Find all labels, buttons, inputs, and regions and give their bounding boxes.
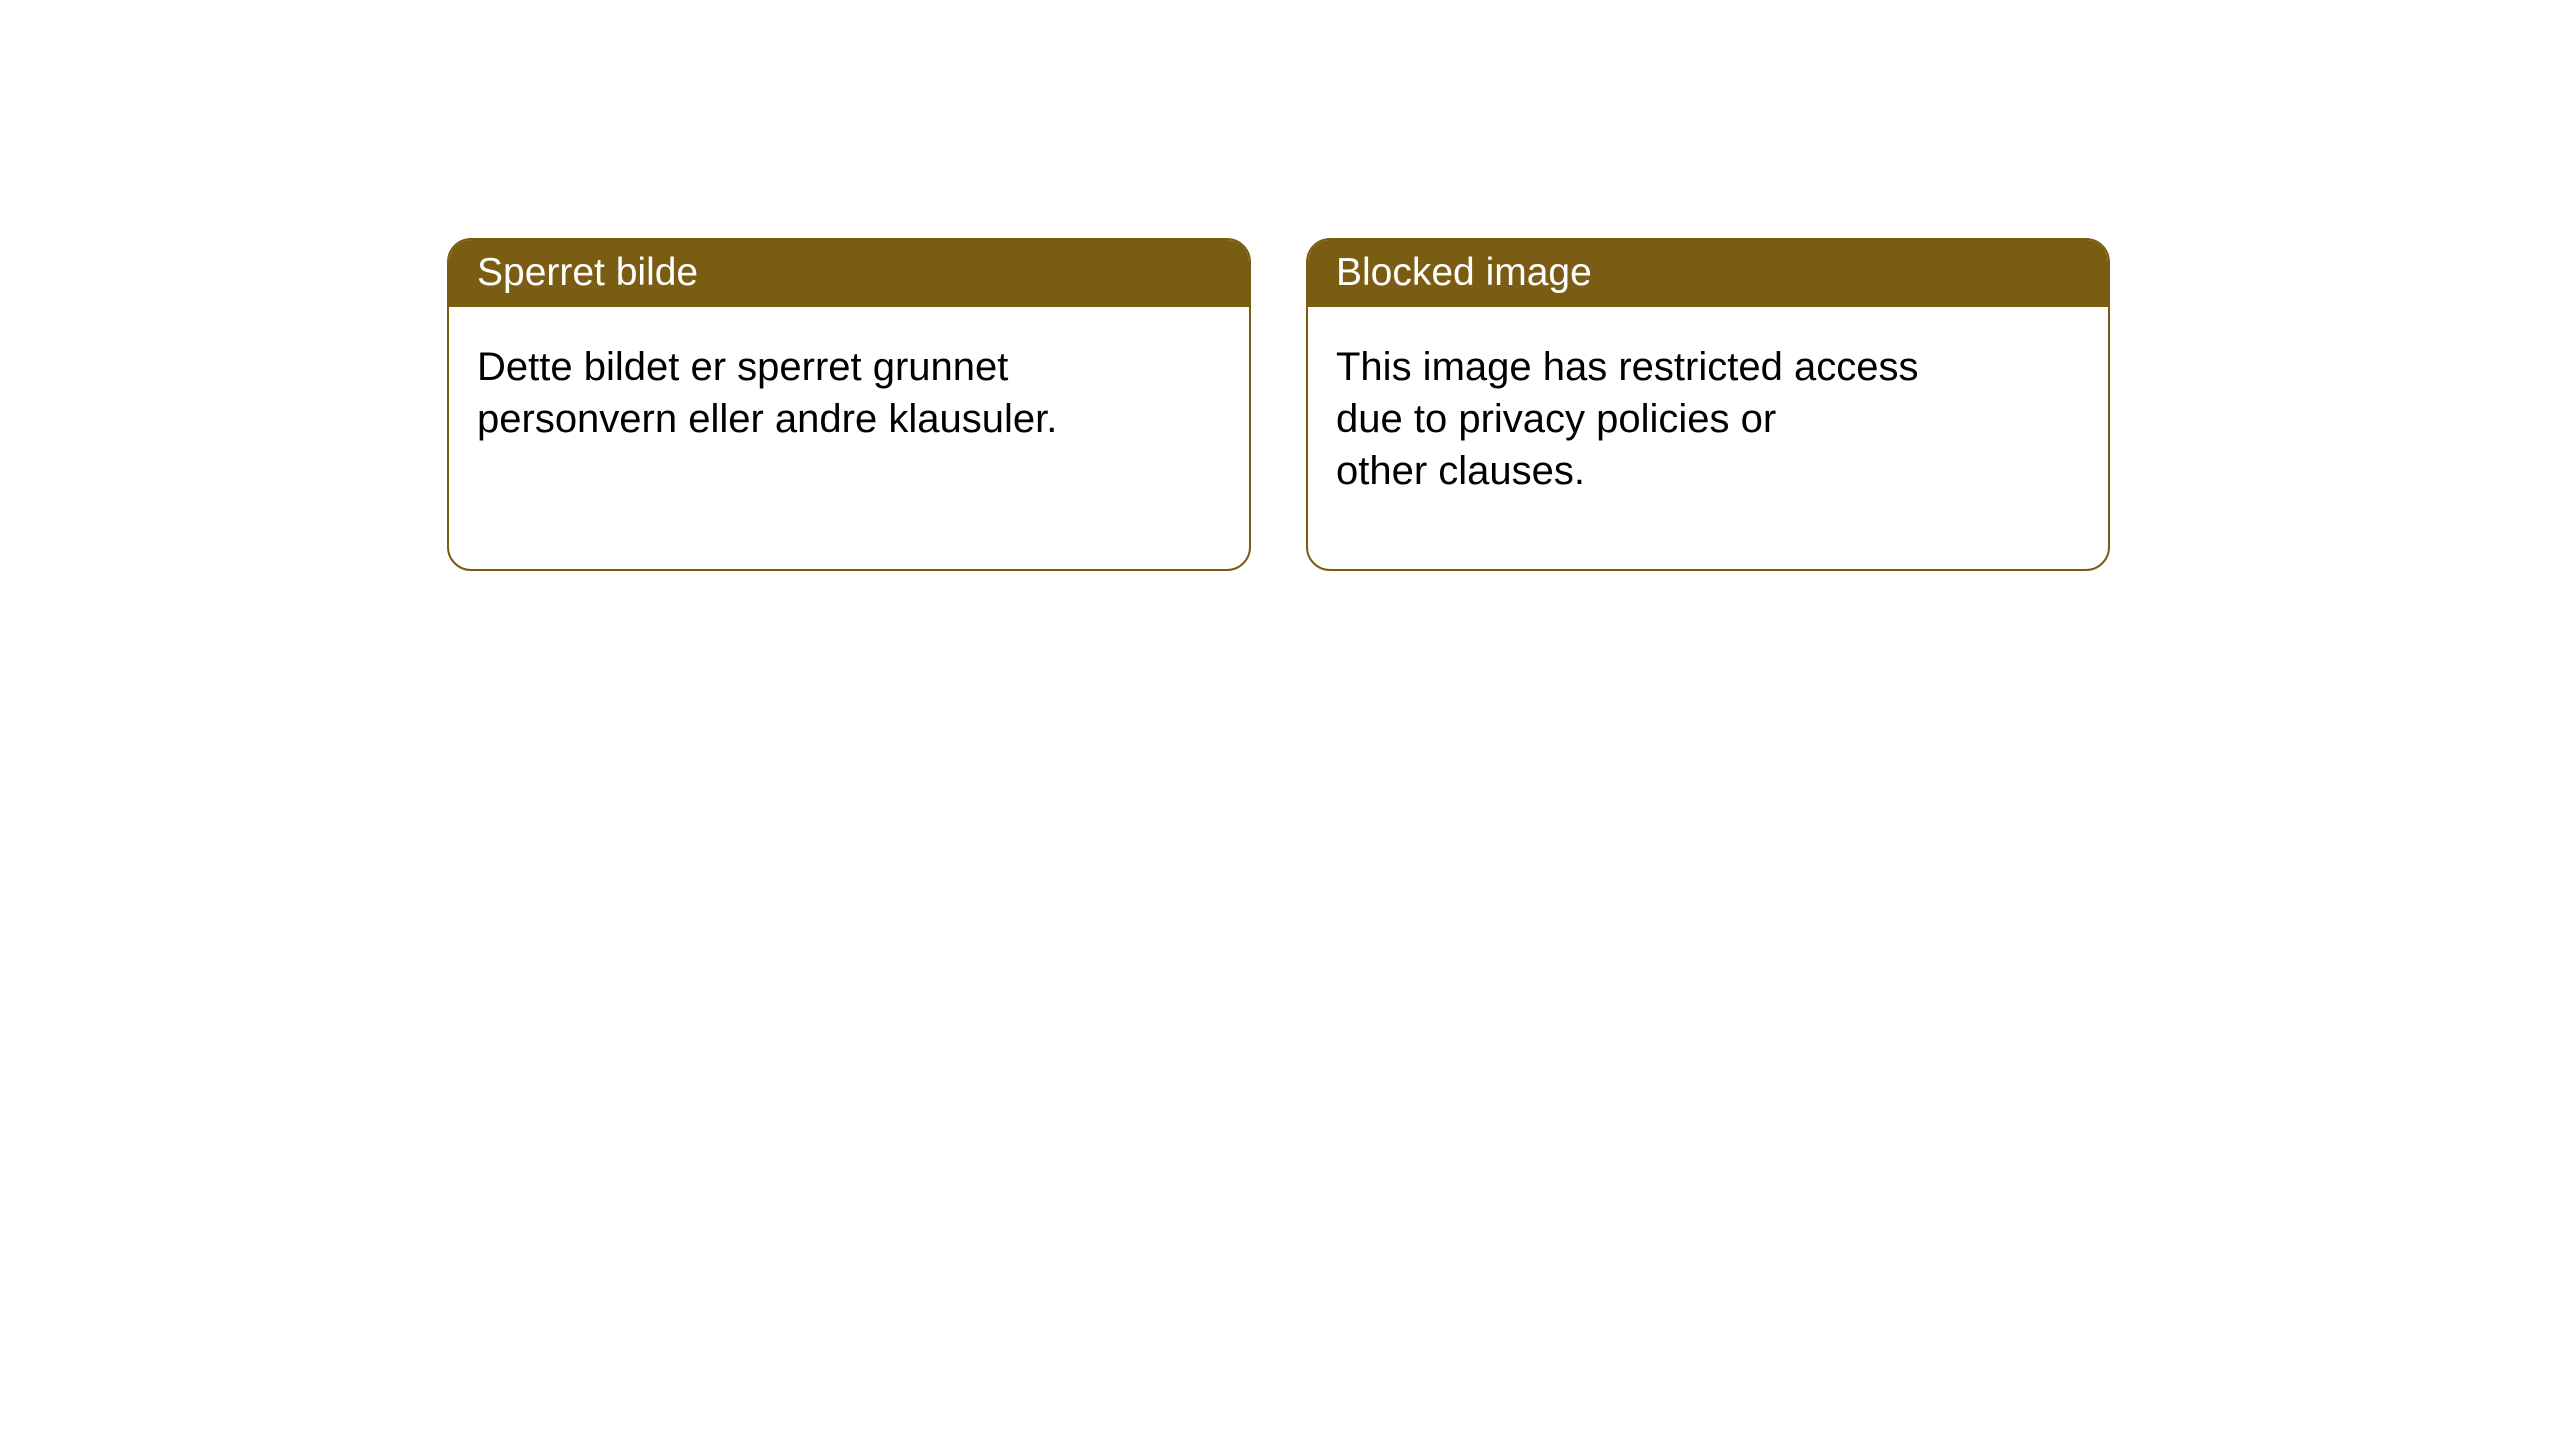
notice-card-no: Sperret bilde Dette bildet er sperret gr… — [447, 238, 1251, 571]
notice-container: Sperret bilde Dette bildet er sperret gr… — [0, 0, 2560, 571]
notice-body-en: This image has restricted access due to … — [1308, 307, 2108, 531]
notice-header-en: Blocked image — [1308, 240, 2108, 307]
notice-body-no: Dette bildet er sperret grunnet personve… — [449, 307, 1249, 479]
notice-card-en: Blocked image This image has restricted … — [1306, 238, 2110, 571]
notice-header-no: Sperret bilde — [449, 240, 1249, 307]
